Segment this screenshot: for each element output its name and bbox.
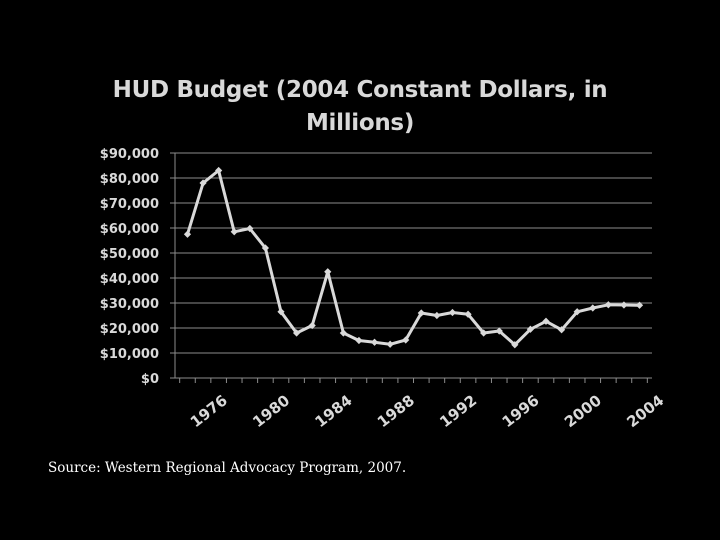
axes bbox=[170, 152, 652, 383]
data-point bbox=[324, 268, 332, 276]
data-point bbox=[604, 301, 612, 309]
data-point bbox=[292, 329, 301, 337]
x-tick-label: 1996 bbox=[499, 391, 543, 431]
data-point bbox=[277, 308, 285, 316]
data-point bbox=[589, 304, 597, 312]
chart-title: HUD Budget (2004 Constant Dollars, in Mi… bbox=[112, 77, 608, 136]
data-point bbox=[495, 327, 503, 335]
data-point bbox=[542, 317, 550, 325]
data-point bbox=[402, 336, 410, 344]
data-points bbox=[183, 166, 644, 349]
data-point bbox=[386, 340, 394, 348]
data-point bbox=[199, 179, 207, 187]
y-tick-label: $50,000 bbox=[100, 247, 159, 262]
y-tick-label: $20,000 bbox=[100, 322, 159, 337]
y-tick-label: $0 bbox=[141, 372, 159, 387]
source-note: Source: Western Regional Advocacy Progra… bbox=[48, 460, 407, 476]
data-point bbox=[448, 308, 457, 317]
x-tick-labels: 1976 1980 1984 1988 1992 1996 2000 2004 bbox=[187, 391, 667, 431]
x-tick-label: 1992 bbox=[436, 391, 480, 431]
data-point bbox=[417, 309, 425, 317]
data-point bbox=[261, 244, 270, 252]
data-point bbox=[511, 341, 519, 349]
data-point bbox=[308, 321, 316, 330]
data-point bbox=[464, 310, 472, 318]
data-point bbox=[339, 329, 347, 337]
x-tick-label: 1984 bbox=[312, 391, 356, 431]
data-point bbox=[230, 228, 238, 236]
data-point bbox=[370, 338, 379, 346]
y-tick-labels: $0 $10,000 $20,000 $30,000 $40,000 $50,000 $60… bbox=[100, 147, 159, 387]
y-tick-label: $10,000 bbox=[100, 347, 159, 362]
gridlines bbox=[175, 152, 652, 354]
data-point bbox=[433, 311, 441, 320]
data-point bbox=[246, 224, 254, 233]
data-point bbox=[573, 308, 581, 316]
data-point bbox=[620, 301, 628, 309]
y-tick-label: $40,000 bbox=[100, 272, 159, 287]
x-tick-label: 1976 bbox=[187, 391, 231, 431]
y-tick-label: $30,000 bbox=[100, 297, 159, 312]
data-point bbox=[215, 166, 223, 175]
x-tick-label: 1980 bbox=[249, 391, 293, 431]
data-point bbox=[557, 326, 566, 334]
data-point bbox=[355, 336, 363, 345]
y-tick-label: $80,000 bbox=[100, 172, 159, 187]
y-tick-label: $70,000 bbox=[100, 197, 159, 212]
data-point bbox=[183, 230, 192, 238]
series-line bbox=[186, 169, 641, 347]
data-point bbox=[480, 329, 488, 337]
series-line-path bbox=[186, 169, 641, 347]
data-point bbox=[635, 301, 644, 309]
x-tick-label: 1988 bbox=[374, 391, 418, 431]
y-tick-label: $60,000 bbox=[100, 222, 159, 237]
x-tick-label: 2004 bbox=[623, 391, 667, 431]
x-tick-label: 2000 bbox=[561, 391, 605, 431]
y-tick-label: $90,000 bbox=[100, 147, 159, 162]
data-point bbox=[526, 325, 535, 333]
